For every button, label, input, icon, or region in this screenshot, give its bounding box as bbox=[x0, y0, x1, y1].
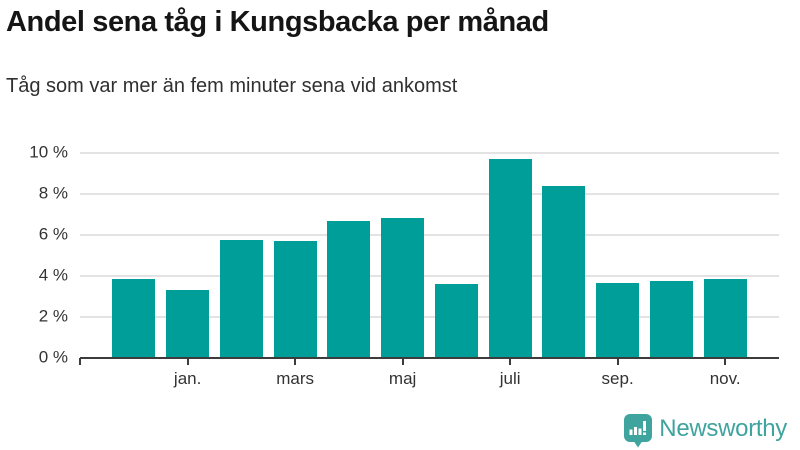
y-axis-label-2: 2 % bbox=[38, 306, 68, 326]
plot-area: jan. mars maj juli sep. nov. bbox=[79, 140, 779, 388]
newsworthy-wordmark: Newsworthy bbox=[659, 414, 787, 442]
y-axis-label-8: 8 % bbox=[38, 183, 68, 203]
newsworthy-logo: Newsworthy bbox=[624, 414, 787, 448]
y-axis-label-6: 6 % bbox=[38, 224, 68, 244]
y-axis-label-0: 0 % bbox=[38, 347, 68, 367]
x-tick-jan bbox=[186, 358, 189, 365]
bar-month-10 bbox=[596, 283, 640, 358]
bar-month-9 bbox=[542, 185, 586, 358]
x-tick-mars bbox=[294, 358, 297, 365]
bar-month-11 bbox=[649, 281, 693, 358]
gridline-2 bbox=[80, 316, 779, 318]
x-axis-line bbox=[80, 357, 779, 359]
bar-month-1 bbox=[112, 279, 156, 358]
x-axis-label-jan: jan. bbox=[173, 369, 202, 388]
x-tick-nov bbox=[724, 358, 727, 365]
x-tick-juli bbox=[509, 358, 512, 365]
x-axis-label-sep: sep. bbox=[601, 369, 634, 388]
bar-month-8 bbox=[488, 159, 532, 358]
x-tick-maj bbox=[401, 358, 404, 365]
bar-month-4 bbox=[273, 241, 317, 358]
bar-month-6 bbox=[381, 217, 425, 358]
y-axis-label-4: 4 % bbox=[38, 265, 68, 285]
bar-month-5 bbox=[327, 220, 371, 358]
x-axis-label-mars: mars bbox=[276, 369, 315, 388]
newsworthy-icon bbox=[624, 414, 653, 448]
x-tick-sep bbox=[616, 358, 619, 365]
bar-month-2 bbox=[166, 290, 210, 358]
gridline-4 bbox=[80, 275, 779, 277]
x-axis-origin-tick bbox=[79, 358, 81, 365]
bar-month-7 bbox=[434, 284, 478, 358]
bar-month-3 bbox=[219, 240, 263, 358]
gridline-8 bbox=[80, 193, 779, 195]
y-axis-label-10: 10 % bbox=[29, 142, 68, 162]
page-subtitle: Tåg som var mer än fem minuter sena vid … bbox=[6, 75, 458, 97]
x-axis-label-juli: juli bbox=[499, 369, 521, 388]
gridline-10 bbox=[80, 152, 779, 154]
bar-month-12 bbox=[703, 279, 747, 358]
gridline-6 bbox=[80, 234, 779, 236]
x-axis-label-nov: nov. bbox=[709, 369, 741, 388]
page-title: Andel sena tåg i Kungsbacka per månad bbox=[6, 6, 549, 38]
x-axis-label-maj: maj bbox=[388, 369, 417, 388]
